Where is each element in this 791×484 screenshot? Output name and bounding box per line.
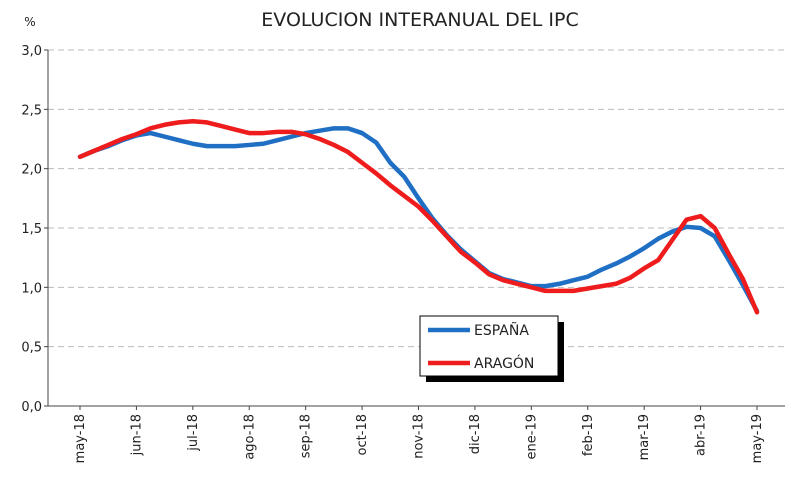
x-tick-label: jul-18 xyxy=(186,414,201,452)
x-tick-label: may-18 xyxy=(73,414,88,463)
legend xyxy=(419,315,559,377)
legend-label: ESPAÑA xyxy=(474,322,529,339)
x-tick-label: ene-19 xyxy=(524,414,539,459)
y-tick-label: 1,0 xyxy=(21,281,42,296)
y-tick-label: 1,5 xyxy=(21,222,42,237)
x-tick-label: abr-19 xyxy=(694,414,709,456)
x-tick-label: jun-18 xyxy=(129,414,144,456)
y-axis-label: % xyxy=(24,15,35,29)
series-line xyxy=(77,118,760,315)
y-tick-label: 0,0 xyxy=(21,400,42,415)
x-tick-label: dic-18 xyxy=(468,414,483,454)
chart-title: EVOLUCION INTERANUAL DEL IPC xyxy=(261,9,578,31)
y-tick-label: 3,0 xyxy=(21,44,42,59)
x-tick-label: oct-18 xyxy=(355,414,370,455)
y-tick-label: 2,5 xyxy=(21,103,42,118)
x-tick-label: ago-18 xyxy=(242,414,257,460)
y-tick-label: 2,0 xyxy=(21,163,42,178)
x-tick-label: mar-19 xyxy=(637,414,652,460)
x-tick-label: feb-19 xyxy=(581,414,596,456)
y-tick-label: 0,5 xyxy=(21,341,42,356)
series-line xyxy=(77,126,760,314)
x-tick-label: nov-18 xyxy=(412,414,427,459)
x-tick-label: sep-18 xyxy=(299,414,314,458)
legend-label: ARAGÓN xyxy=(474,354,534,372)
x-tick-label: may-19 xyxy=(750,414,765,463)
